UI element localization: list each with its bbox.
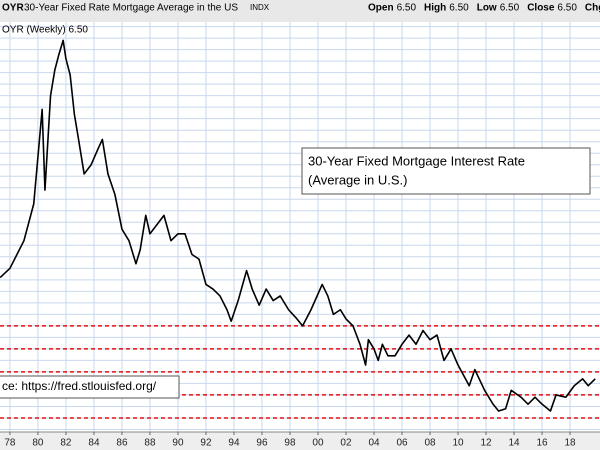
quote-text: 6.50 — [557, 3, 577, 14]
x-tick-label: 86 — [116, 438, 128, 449]
x-axis-bar — [0, 432, 600, 450]
x-tick-label: 84 — [88, 438, 100, 449]
x-tick-label: 02 — [340, 438, 352, 449]
x-tick-label: 88 — [144, 438, 156, 449]
x-tick-label: 18 — [564, 438, 576, 449]
x-tick-label: 14 — [508, 438, 520, 449]
legend-entry: OYR (Weekly) 6.50 — [2, 25, 88, 36]
quote-text: Open — [368, 3, 394, 14]
source-box — [0, 375, 180, 399]
x-tick-label: 04 — [368, 438, 380, 449]
annotation: (Average in U.S.) — [308, 172, 407, 187]
header-bar — [0, 0, 600, 22]
source: ce: https://fred.stlouisfed.org/ — [2, 379, 157, 393]
annotation: 30-Year Fixed Mortgage Interest Rate — [308, 153, 525, 168]
x-tick-label: 94 — [228, 438, 240, 449]
exchange: INDX — [250, 3, 270, 12]
annotation-box — [301, 147, 591, 195]
symbol: OYR — [2, 3, 24, 14]
x-tick-label: 90 — [172, 438, 184, 449]
quote-text: 6.50 — [500, 3, 520, 14]
series-line — [0, 39, 596, 412]
plot-area — [0, 22, 600, 432]
quote-text: Low — [477, 3, 497, 14]
x-tick-label: 92 — [200, 438, 212, 449]
x-tick-label: 82 — [60, 438, 72, 449]
x-tick-label: 78 — [4, 438, 16, 449]
x-tick-label: 16 — [536, 438, 548, 449]
x-tick-label: 98 — [284, 438, 296, 449]
quote-text: 6.50 — [449, 3, 469, 14]
quote-text: 6.50 — [397, 3, 417, 14]
x-tick-label: 96 — [256, 438, 268, 449]
quote-text: Chg + — [585, 3, 600, 14]
x-tick-label: 80 — [32, 438, 44, 449]
x-tick-label: 00 — [312, 438, 324, 449]
x-tick-label: 10 — [452, 438, 464, 449]
quote-text: Close — [527, 3, 555, 14]
x-tick-label: 12 — [480, 438, 492, 449]
x-tick-label: 08 — [424, 438, 436, 449]
x-tick-label: 06 — [396, 438, 408, 449]
lines — [0, 39, 596, 412]
title: 30-Year Fixed Rate Mortgage Average in t… — [24, 3, 238, 14]
quote-text: High — [424, 3, 446, 14]
